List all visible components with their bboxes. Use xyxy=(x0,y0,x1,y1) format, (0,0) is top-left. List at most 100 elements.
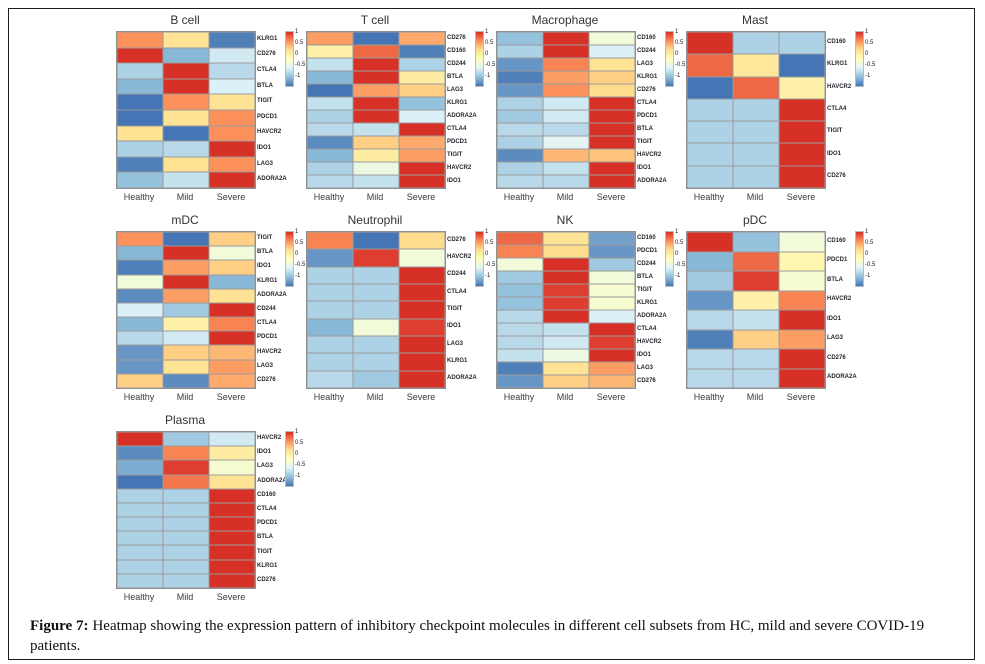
colorbar-tick: 0.5 xyxy=(485,40,494,46)
heatmap-cell xyxy=(163,47,209,64)
heatmap-row-label: ADORA2A xyxy=(447,112,477,119)
heatmap-cell xyxy=(117,172,163,188)
colorbar-tick: 1 xyxy=(675,229,679,235)
heatmap-title: pDC xyxy=(742,213,767,227)
heatmap-cell xyxy=(399,335,445,354)
heatmap-cell xyxy=(117,573,163,588)
heatmap-col-label: Healthy xyxy=(503,392,535,402)
heatmap-cell xyxy=(687,54,733,77)
heatmap-row-label: IDO1 xyxy=(447,177,462,184)
heatmap-title: Plasma xyxy=(164,413,205,427)
heatmap-grid xyxy=(306,31,446,189)
heatmap-grid xyxy=(686,31,826,189)
colorbar-tick: 0 xyxy=(485,251,489,257)
heatmap-row-label: TIGIT xyxy=(447,305,463,312)
heatmap-cell xyxy=(589,349,635,362)
heatmap-cell xyxy=(209,488,255,503)
heatmap-cell xyxy=(209,502,255,518)
heatmap-col-label: Healthy xyxy=(503,192,535,202)
heatmap-cell xyxy=(353,232,399,250)
heatmap-cell xyxy=(543,232,589,245)
colorbar-tick: 0.5 xyxy=(485,240,494,246)
heatmap-col-label: Healthy xyxy=(313,392,345,402)
heatmap-cell xyxy=(399,353,445,371)
heatmap-cell xyxy=(779,143,825,166)
heatmap-cell xyxy=(209,517,255,532)
heatmap-col-labels: Healthy Mild Severe xyxy=(306,192,444,202)
heatmap-cell xyxy=(687,349,733,369)
heatmap-row-label: CTLA4 xyxy=(257,66,277,73)
heatmap-cell xyxy=(589,136,635,149)
heatmap-col-label: Severe xyxy=(216,592,246,602)
heatmap-row-label: PDCD1 xyxy=(827,257,848,264)
heatmap-row-label: CTLA4 xyxy=(637,99,657,106)
colorbar-gradient xyxy=(285,231,294,287)
heatmap-row-label: CTLA4 xyxy=(257,506,277,513)
heatmap-cell xyxy=(543,362,589,375)
colorbar-tick: 0 xyxy=(675,51,679,57)
heatmap-cell xyxy=(543,136,589,149)
heatmap-cell xyxy=(117,288,163,303)
heatmap-cell xyxy=(733,290,779,310)
heatmap-row-label: CD160 xyxy=(827,237,846,244)
heatmap-col-label: Severe xyxy=(786,392,816,402)
heatmap-cell xyxy=(589,110,635,123)
heatmap-row-label: CTLA4 xyxy=(257,320,277,327)
heatmap-cell xyxy=(543,123,589,136)
heatmap-row-label: CD160 xyxy=(637,34,656,41)
heatmap-cell xyxy=(163,317,209,332)
heatmap-cell xyxy=(687,290,733,310)
colorbar: 1 0.5 0 -0.5 -1 xyxy=(855,229,875,287)
heatmap-cell xyxy=(117,246,163,261)
heatmap-row-label: IDO1 xyxy=(637,351,652,358)
heatmap-cell xyxy=(733,349,779,369)
heatmap-cell xyxy=(399,32,445,45)
heatmap-cell xyxy=(733,76,779,99)
colorbar-tick: 0 xyxy=(295,51,299,57)
heatmap-cell xyxy=(543,245,589,258)
heatmap-col-label: Severe xyxy=(596,192,626,202)
heatmap-cell xyxy=(399,58,445,71)
heatmap-cell xyxy=(209,446,255,461)
heatmap-row-label: ADORA2A xyxy=(257,176,287,183)
heatmap-row-labels: CD160 CD244 LAG3 KLRG1 CD276 CTLA4 PDCD1 BTLA TI… xyxy=(637,31,667,187)
heatmap-cell xyxy=(589,297,635,310)
heatmap-cell xyxy=(307,84,353,97)
heatmap-cell xyxy=(209,317,255,332)
heatmap-row-label: HAVCR2 xyxy=(257,348,282,355)
heatmap-cell xyxy=(543,84,589,97)
colorbar-tick: 0 xyxy=(675,251,679,257)
heatmap-cell xyxy=(163,432,209,447)
heatmap-row-label: TIGIT xyxy=(637,286,653,293)
heatmap-cell xyxy=(399,266,445,284)
heatmap-cell xyxy=(117,232,163,247)
heatmap-panel: B cell KLRG1 CD276 CTLA4 BTLA TIGIT PDCD1 HAVCR… xyxy=(116,13,305,202)
heatmap-cell xyxy=(117,559,163,574)
heatmap-cell xyxy=(209,359,255,374)
colorbar-tick: 1 xyxy=(485,229,489,235)
heatmap-cell xyxy=(399,123,445,136)
heatmap-cell xyxy=(307,97,353,110)
heatmap-cell xyxy=(543,349,589,362)
heatmap-cell xyxy=(733,98,779,122)
heatmap-cell xyxy=(497,310,543,323)
heatmap-cell xyxy=(353,301,399,319)
heatmap-col-label: Mild xyxy=(176,392,194,402)
heatmap-cell xyxy=(399,136,445,149)
heatmap-row-label: HAVCR2 xyxy=(257,435,282,442)
heatmap-cell xyxy=(497,32,543,45)
heatmap-cell xyxy=(543,336,589,349)
heatmap-row-label: CD244 xyxy=(447,271,466,278)
colorbar-tick: -0.5 xyxy=(295,462,306,468)
heatmap-cell xyxy=(497,323,543,336)
heatmap-cell xyxy=(543,310,589,323)
heatmap-cell xyxy=(307,266,353,284)
heatmap-grid xyxy=(496,31,636,189)
heatmap-cell xyxy=(163,474,209,489)
heatmap-cell xyxy=(733,329,779,349)
heatmap-row-label: CD244 xyxy=(447,60,466,67)
heatmap-cell xyxy=(307,110,353,123)
heatmap-cell xyxy=(687,165,733,188)
heatmap-cell xyxy=(117,302,163,318)
heatmap-cell xyxy=(779,329,825,349)
